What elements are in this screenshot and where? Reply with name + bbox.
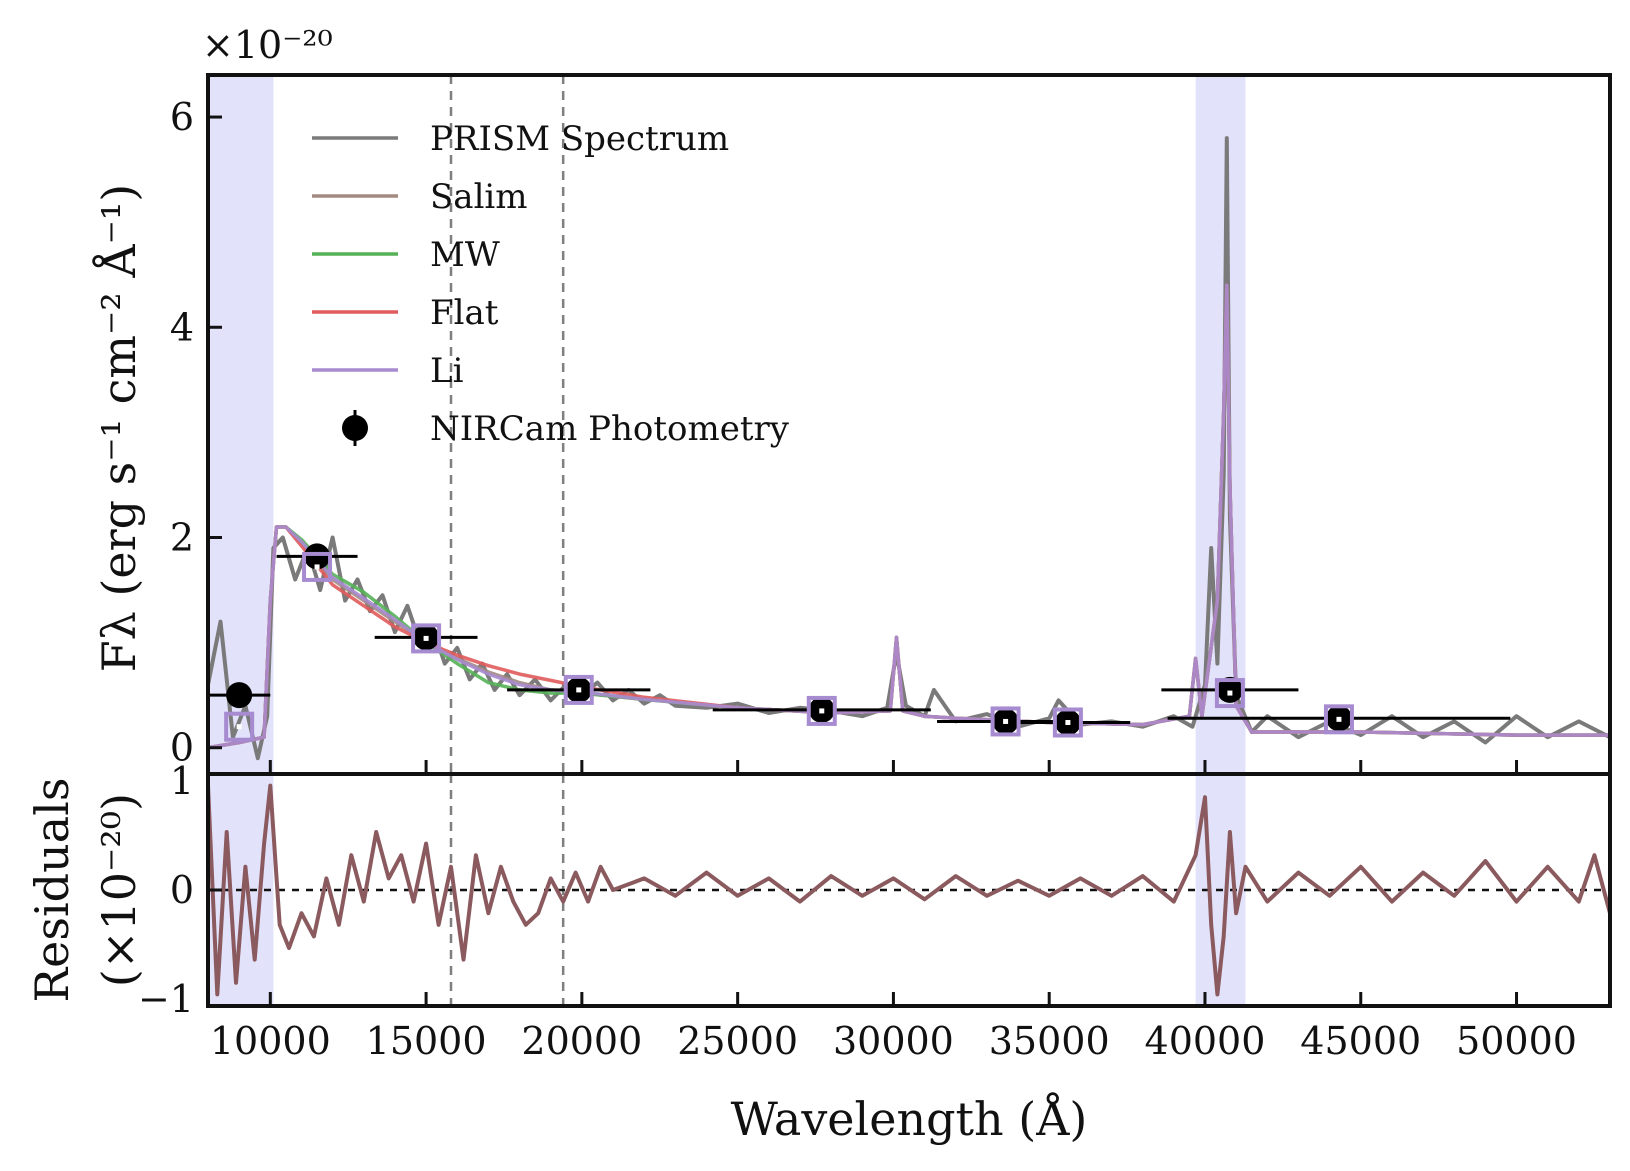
legend: PRISM Spectrum Salim MW Flat Li NIRCam Photom… xyxy=(312,119,790,449)
x-tick-label-2: 20000 xyxy=(521,1019,642,1063)
legend-label-2: MW xyxy=(430,235,500,275)
top-y-axis-title: Fλ (erg s⁻¹ cm⁻² Å⁻¹) xyxy=(91,184,146,672)
model-point-center-0 xyxy=(236,724,242,730)
model-point-center-5 xyxy=(1003,718,1009,724)
bottom-y-tick-label-2: 1 xyxy=(170,759,194,803)
series-line-flat xyxy=(208,283,1610,750)
residual-line xyxy=(208,783,1610,997)
bottom-y-tick-label-0: −1 xyxy=(138,977,194,1021)
x-tick-label-0: 10000 xyxy=(210,1019,331,1063)
top-panel: 0 2 4 6 xyxy=(170,73,1612,776)
legend-label-5: NIRCam Photometry xyxy=(430,409,790,449)
x-tick-label-5: 35000 xyxy=(989,1019,1110,1063)
bottom-y-tick-label-1: 0 xyxy=(170,868,194,912)
model-point-center-1 xyxy=(314,564,320,570)
x-tick-label-3: 25000 xyxy=(677,1019,798,1063)
series-line-mw xyxy=(208,283,1610,750)
model-point-center-7 xyxy=(1227,690,1233,696)
x-tick-label-4: 30000 xyxy=(833,1019,954,1063)
photometry-points xyxy=(208,543,1511,742)
model-point-0 xyxy=(224,711,255,742)
photometry-point-0 xyxy=(226,682,253,709)
model-point-4 xyxy=(806,695,837,726)
model-point-center-4 xyxy=(819,708,825,714)
shaded-region-top-1 xyxy=(1195,75,1246,774)
top-y-ticks: 0 2 4 6 xyxy=(170,95,222,770)
top-panel-frame xyxy=(206,73,1612,776)
legend-label-4: Li xyxy=(430,351,464,391)
series-line-li xyxy=(208,283,1610,750)
series-line-salim xyxy=(208,283,1610,750)
bottom-panel: −1 0 1 10000 15000 20000 25000 30000 35000 40000… xyxy=(138,759,1612,1063)
series-line-prism-spectrum xyxy=(208,136,1610,761)
top-y-tick-label-3: 6 xyxy=(170,95,194,139)
top-shaded-regions xyxy=(208,75,1246,774)
legend-label-0: PRISM Spectrum xyxy=(430,119,729,159)
residuals-label: Residuals xyxy=(25,778,79,1003)
bottom-y-ticks: −1 0 1 xyxy=(138,759,222,1021)
x-tick-label-8: 50000 xyxy=(1456,1019,1577,1063)
shaded-region-top-0 xyxy=(208,75,274,774)
model-point-1 xyxy=(302,551,333,582)
model-point-6 xyxy=(1052,707,1083,738)
photometry-point-7 xyxy=(1216,676,1243,703)
photometry-point-1 xyxy=(304,543,331,570)
model-point-7 xyxy=(1214,678,1245,709)
model-point-center-6 xyxy=(1065,719,1071,725)
model-point-center-8 xyxy=(1336,716,1342,722)
top-y-tick-label-0: 0 xyxy=(170,726,194,770)
top-y-tick-label-2: 4 xyxy=(170,305,194,349)
bottom-x-ticks: 10000 15000 20000 25000 30000 35000 40000 45000… xyxy=(210,992,1577,1063)
model-point-center-3 xyxy=(576,687,582,693)
model-point-5 xyxy=(990,706,1021,737)
legend-label-1: Salim xyxy=(430,177,528,217)
spectrum-series xyxy=(208,136,1610,761)
model-point-center-2 xyxy=(423,635,429,641)
legend-marker-5 xyxy=(342,415,368,441)
x-axis-title: Wavelength (Å) xyxy=(731,1091,1088,1146)
multiplier-label: ×10⁻²⁰ xyxy=(202,23,333,67)
residual-series xyxy=(208,783,1610,997)
residuals-unit-label: (×10⁻²⁰) xyxy=(92,793,146,987)
model-point-3 xyxy=(563,674,594,705)
model-point-2 xyxy=(411,623,442,654)
model-point-8 xyxy=(1323,704,1354,735)
x-tick-label-6: 40000 xyxy=(1145,1019,1266,1063)
legend-label-3: Flat xyxy=(430,293,499,333)
x-tick-label-1: 15000 xyxy=(366,1019,487,1063)
x-tick-label-7: 45000 xyxy=(1300,1019,1421,1063)
top-y-tick-label-1: 2 xyxy=(170,515,194,559)
top-x-ticks xyxy=(268,760,1519,774)
